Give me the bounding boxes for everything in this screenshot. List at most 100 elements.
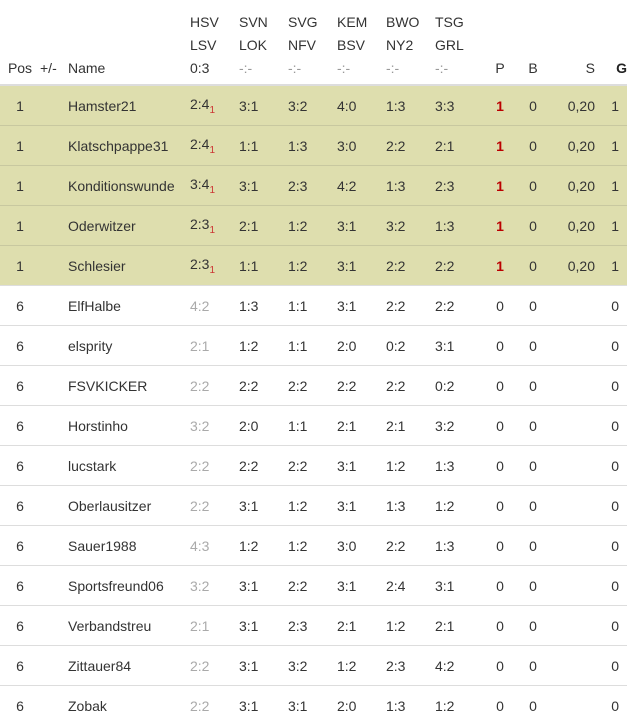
tip-points: 1 <box>209 265 215 276</box>
player-name[interactable]: Zobak <box>68 686 190 725</box>
tip-value: 2:2 <box>239 458 258 474</box>
bonus: 0 <box>515 126 551 166</box>
player-name[interactable]: Schlesier <box>68 246 190 286</box>
col-b[interactable]: B <box>515 0 551 85</box>
tip: 2:3 <box>435 166 485 206</box>
bonus: 0 <box>515 286 551 326</box>
player-name[interactable]: Klatschpappe31 <box>68 126 190 166</box>
tip: 3:2 <box>288 646 337 686</box>
tip-value: 3:1 <box>337 218 356 234</box>
tip-value: 2:3 <box>190 256 209 272</box>
tip: 3:1 <box>239 606 288 646</box>
points: 1 <box>485 166 515 206</box>
player-name[interactable]: ElfHalbe <box>68 286 190 326</box>
bonus: 0 <box>515 246 551 286</box>
tip-value: 3:1 <box>337 258 356 274</box>
score <box>551 606 595 646</box>
player-name[interactable]: Oberlausitzer <box>68 486 190 526</box>
player-name[interactable]: Sauer1988 <box>68 526 190 566</box>
tip-value: 2:3 <box>435 178 454 194</box>
col-name[interactable]: Name <box>68 0 190 85</box>
player-name[interactable]: FSVKICKER <box>68 366 190 406</box>
player-name[interactable]: Zittauer84 <box>68 646 190 686</box>
player-name[interactable]: Oderwitzer <box>68 206 190 246</box>
col-diff[interactable]: +/- <box>40 0 68 85</box>
total: 0 <box>595 486 627 526</box>
tip-value: 1:2 <box>386 458 405 474</box>
col-g[interactable]: G <box>595 0 627 85</box>
tip: 2:1 <box>190 606 239 646</box>
tip-value: 1:2 <box>435 498 454 514</box>
col-pos[interactable]: Pos <box>0 0 40 85</box>
player-name[interactable]: elsprity <box>68 326 190 366</box>
diff <box>40 206 68 246</box>
tip: 2:2 <box>435 286 485 326</box>
tip: 3:1 <box>239 646 288 686</box>
col-p[interactable]: P <box>485 0 515 85</box>
tip: 2:2 <box>239 446 288 486</box>
col-s[interactable]: S <box>551 0 595 85</box>
tip-value: 4:0 <box>337 98 356 114</box>
tip: 0:2 <box>435 366 485 406</box>
tip-value: 3:3 <box>435 98 454 114</box>
tip: 2:2 <box>288 566 337 606</box>
tip: 1:1 <box>288 406 337 446</box>
tip-value: 1:3 <box>435 538 454 554</box>
tip: 2:0 <box>239 406 288 446</box>
player-name[interactable]: Konditionswunde <box>68 166 190 206</box>
diff <box>40 526 68 566</box>
bonus: 0 <box>515 646 551 686</box>
tip-value: 3:1 <box>288 698 307 714</box>
tip-value: 2:4 <box>190 96 209 112</box>
player-name[interactable]: Horstinho <box>68 406 190 446</box>
bonus: 0 <box>515 446 551 486</box>
player-name[interactable]: Verbandstreu <box>68 606 190 646</box>
diff <box>40 166 68 206</box>
diff <box>40 606 68 646</box>
player-name[interactable]: Sportsfreund06 <box>68 566 190 606</box>
tip-value: 3:2 <box>190 578 209 594</box>
score <box>551 486 595 526</box>
tip: 2:2 <box>288 366 337 406</box>
tip: 1:3 <box>435 206 485 246</box>
player-name[interactable]: Hamster21 <box>68 85 190 126</box>
tip: 3:1 <box>337 206 386 246</box>
points: 0 <box>485 406 515 446</box>
total: 1 <box>595 166 627 206</box>
score <box>551 406 595 446</box>
tip-value: 2:1 <box>386 418 405 434</box>
tip: 2:2 <box>386 246 435 286</box>
points: 1 <box>485 246 515 286</box>
player-name[interactable]: lucstark <box>68 446 190 486</box>
total: 1 <box>595 126 627 166</box>
tip-value: 1:3 <box>386 178 405 194</box>
points: 1 <box>485 126 515 166</box>
tip-value: 2:3 <box>386 658 405 674</box>
tip-value: 3:1 <box>239 618 258 634</box>
position: 6 <box>0 406 40 446</box>
position: 6 <box>0 526 40 566</box>
